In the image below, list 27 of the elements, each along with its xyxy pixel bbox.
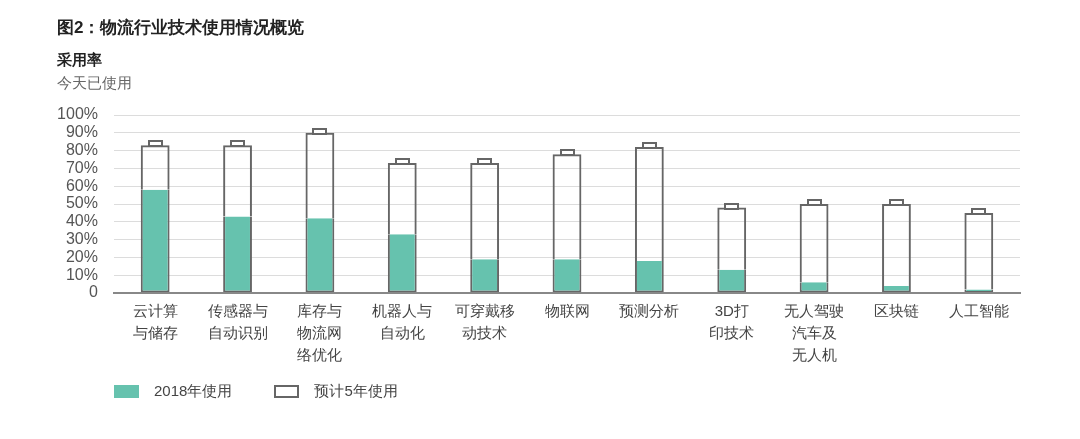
x-tick-label: 机器人与自动化 bbox=[372, 302, 433, 342]
x-tick-label: 可穿戴移动技术 bbox=[454, 302, 515, 342]
y-tick-label: 60% bbox=[65, 176, 98, 194]
y-tick-label: 70% bbox=[65, 158, 98, 176]
x-tick-label: 库存与物流网络优化 bbox=[297, 302, 343, 364]
y-tick-label: 100% bbox=[57, 105, 98, 123]
y-tick-label: 30% bbox=[65, 230, 98, 248]
y-tick-label: 40% bbox=[65, 212, 98, 230]
y-tick-label: 20% bbox=[65, 247, 98, 265]
legend-label: 预计5年使用 bbox=[314, 382, 398, 401]
y-tick-label: 0 bbox=[89, 283, 99, 301]
x-tick-label: 云计算与储存 bbox=[132, 302, 178, 342]
legend-label: 2018年使用 bbox=[154, 382, 233, 401]
x-tick-label: 物联网 bbox=[544, 302, 590, 320]
x-tick-label: 无人驾驶汽车及无人机 bbox=[784, 302, 845, 364]
y-tick-label: 90% bbox=[65, 123, 98, 141]
y-tick-label: 10% bbox=[65, 265, 98, 283]
x-tick-label: 区块链 bbox=[873, 302, 919, 320]
x-tick-label: 3D打印技术 bbox=[709, 302, 755, 342]
chart-title: 图2：物流行业技术使用情况概览 bbox=[57, 18, 305, 39]
y-axis-title: 今天已使用 bbox=[57, 74, 132, 92]
x-tick-label: 预测分析 bbox=[619, 302, 680, 320]
y-tick-label: 80% bbox=[65, 141, 98, 159]
chart-subtitle: 采用率 bbox=[57, 51, 102, 69]
x-tick-label: 人工智能 bbox=[948, 302, 1009, 320]
x-tick-label: 传感器与自动识别 bbox=[207, 302, 268, 342]
y-tick-label: 50% bbox=[65, 194, 98, 212]
